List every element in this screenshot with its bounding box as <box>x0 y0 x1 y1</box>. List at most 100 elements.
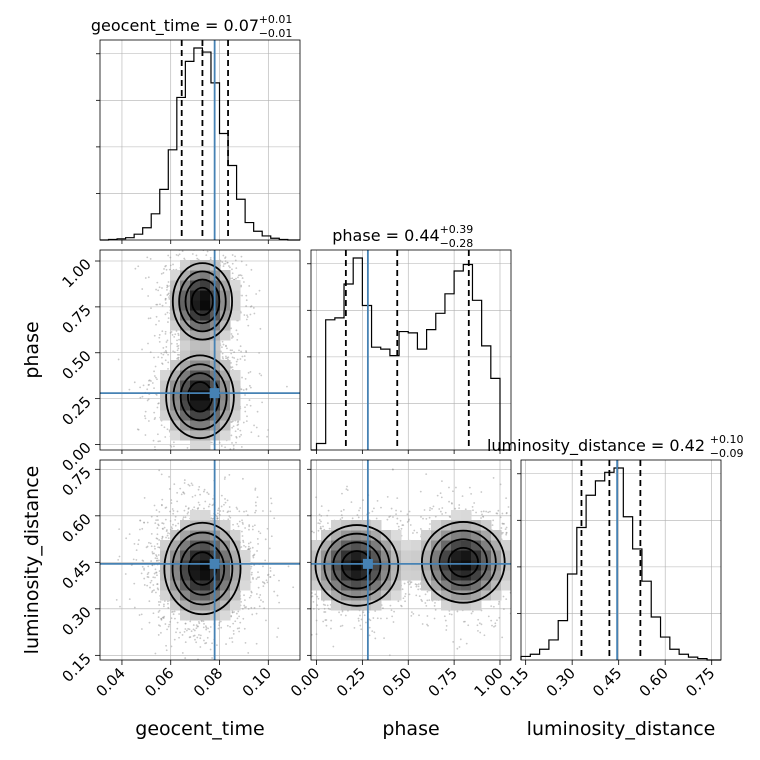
sample-point <box>332 645 335 648</box>
density-cell <box>170 270 181 281</box>
sample-point <box>515 548 517 550</box>
sample-point <box>176 343 179 345</box>
sample-point <box>164 297 167 300</box>
density-cell <box>230 600 241 611</box>
sample-point <box>172 263 174 266</box>
sample-point <box>467 624 470 627</box>
density-cell <box>200 600 211 611</box>
sample-point <box>209 626 212 628</box>
sample-point <box>421 600 423 602</box>
density-cell <box>170 560 181 571</box>
sample-point <box>196 235 198 237</box>
sample-point <box>231 637 233 639</box>
sample-point <box>407 520 410 522</box>
density-cell <box>180 390 191 401</box>
sample-point <box>341 624 344 627</box>
sample-point <box>243 355 246 358</box>
density-cell <box>220 550 231 561</box>
sample-point <box>135 549 138 552</box>
sample-point <box>465 642 468 645</box>
sample-point <box>143 567 145 570</box>
sample-point <box>250 268 253 271</box>
density-cell <box>230 400 241 411</box>
title-plus-error: +0.01 <box>259 13 293 26</box>
sample-point <box>255 612 258 615</box>
contour-level-3 <box>171 531 234 606</box>
sample-point <box>195 450 197 452</box>
density-cell <box>190 420 201 431</box>
sample-point <box>193 506 196 509</box>
sample-point <box>166 480 168 482</box>
sample-point <box>255 293 258 295</box>
sample-point <box>224 463 226 465</box>
sample-point <box>156 533 159 536</box>
sample-point <box>320 505 323 507</box>
sample-point <box>532 522 534 524</box>
sample-point <box>147 398 150 401</box>
sample-point <box>441 507 444 509</box>
sample-point <box>220 445 223 447</box>
sample-point <box>531 602 533 604</box>
sample-point <box>144 434 147 436</box>
sample-point <box>181 241 183 243</box>
sample-point <box>211 657 213 659</box>
sample-point <box>204 642 206 645</box>
sample-point <box>269 567 272 569</box>
sample-point <box>246 415 248 418</box>
sample-point <box>234 620 237 623</box>
density-cell <box>180 560 191 571</box>
sample-point <box>264 559 267 562</box>
sample-point <box>163 351 166 354</box>
density-cell <box>180 410 191 421</box>
sample-point <box>317 608 320 611</box>
sample-point <box>502 608 505 610</box>
sample-point <box>151 551 154 553</box>
sample-point <box>174 524 177 527</box>
sample-point <box>158 539 160 541</box>
contour-level-3 <box>178 270 227 333</box>
sample-point <box>214 246 216 248</box>
sample-point <box>267 429 270 431</box>
sample-point <box>128 388 131 391</box>
density-cell <box>170 320 181 331</box>
panel-title-phase: phase = 0.44 <box>332 226 439 245</box>
sample-point <box>249 370 252 373</box>
sample-point <box>165 530 168 532</box>
sample-point <box>163 605 165 608</box>
sample-point <box>211 247 213 249</box>
sample-point <box>128 533 131 536</box>
sample-point <box>167 353 169 356</box>
sample-point <box>223 263 225 265</box>
sample-point <box>245 455 247 457</box>
sample-point <box>359 507 362 509</box>
sample-point <box>235 277 237 280</box>
sample-point <box>235 612 238 615</box>
sample-point <box>166 311 169 314</box>
sample-point <box>235 506 238 509</box>
sample-point <box>143 497 146 499</box>
histogram-geocent_time <box>100 47 300 241</box>
sample-point <box>241 242 243 244</box>
sample-point <box>190 482 193 485</box>
sample-point <box>188 462 190 464</box>
sample-point <box>238 615 240 618</box>
sample-point <box>160 631 162 634</box>
sample-point <box>311 530 314 533</box>
sample-point <box>161 330 164 333</box>
sample-point <box>323 607 326 610</box>
sample-point <box>448 486 450 489</box>
sample-point <box>247 608 250 610</box>
sample-point <box>239 345 242 348</box>
density-cell <box>180 420 191 431</box>
sample-point <box>404 595 406 598</box>
sample-point <box>495 512 498 515</box>
sample-point <box>141 565 144 568</box>
sample-point <box>239 274 242 276</box>
sample-point <box>196 507 199 510</box>
sample-point <box>136 428 139 431</box>
sample-point <box>240 350 242 353</box>
sample-point <box>174 333 177 336</box>
sample-point <box>444 619 447 622</box>
sample-point <box>172 461 174 463</box>
sample-point <box>165 351 168 354</box>
